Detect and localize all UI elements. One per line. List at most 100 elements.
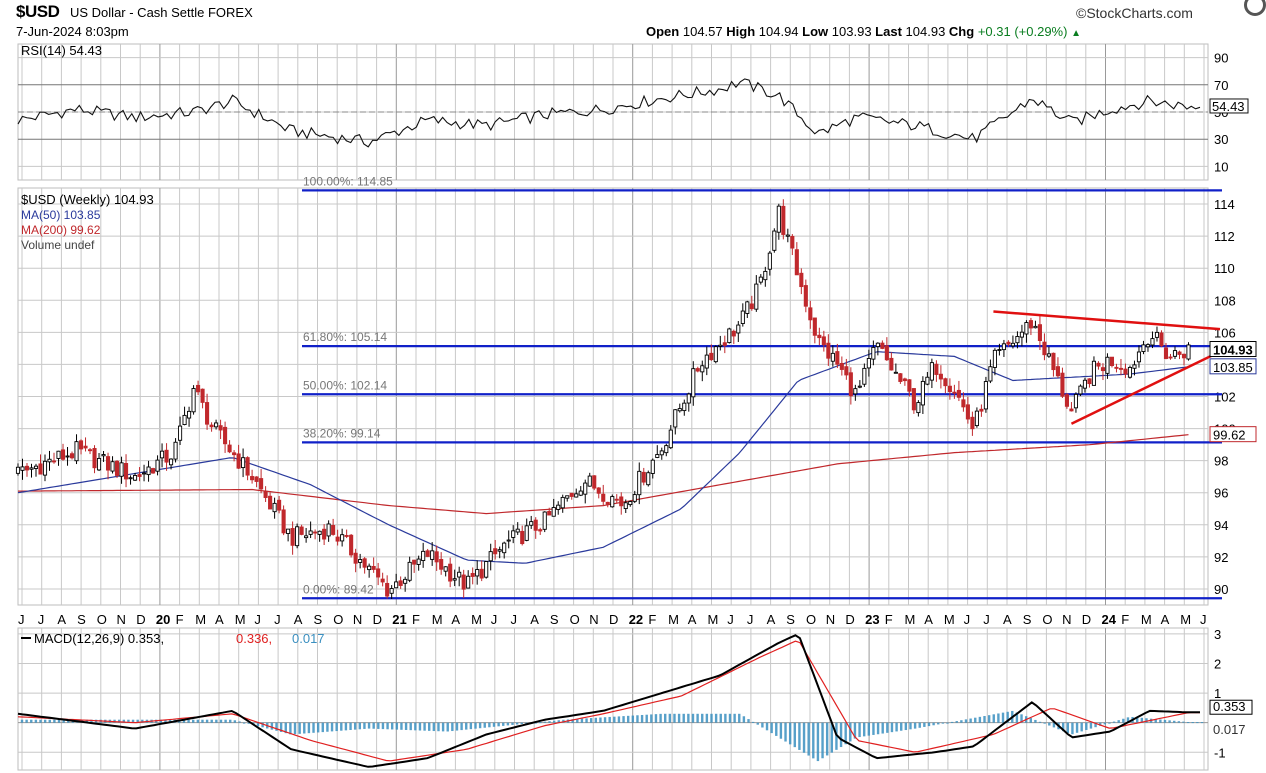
candle-body bbox=[232, 452, 237, 456]
histogram-bar bbox=[1154, 719, 1157, 723]
histogram-bar bbox=[858, 722, 861, 738]
candle-body bbox=[749, 303, 754, 310]
candle-body bbox=[974, 410, 979, 427]
x-tick-label: O bbox=[1042, 612, 1052, 627]
histogram-bar bbox=[964, 719, 968, 723]
histogram-bar bbox=[30, 719, 33, 723]
candle-body bbox=[146, 466, 151, 476]
price-tick-label: 94 bbox=[1214, 518, 1228, 533]
fib-label: 0.00%: 89.42 bbox=[303, 582, 374, 596]
candle-body bbox=[866, 358, 871, 369]
histogram-bar bbox=[1085, 722, 1088, 730]
candle-body bbox=[758, 276, 763, 283]
candle-body bbox=[826, 342, 831, 359]
candle-body bbox=[398, 580, 403, 586]
histogram-bar bbox=[90, 719, 93, 723]
histogram-bar bbox=[1108, 722, 1111, 724]
macd-legend-hist: 0.017 bbox=[292, 631, 325, 646]
candle-body bbox=[893, 371, 898, 374]
histogram-bar bbox=[775, 722, 778, 736]
candle-body bbox=[916, 402, 921, 414]
brand-label[interactable]: ©StockCharts.com bbox=[1076, 5, 1193, 21]
histogram-bar bbox=[932, 722, 935, 726]
candle-body bbox=[295, 526, 300, 547]
candle-body bbox=[691, 368, 696, 398]
candle-body bbox=[470, 572, 475, 577]
histogram-bar bbox=[363, 722, 366, 729]
candle-body bbox=[853, 388, 858, 395]
histogram-bar bbox=[229, 719, 232, 723]
candle-body bbox=[128, 477, 133, 480]
histogram-bar bbox=[395, 722, 399, 730]
histogram-bar bbox=[465, 722, 468, 730]
x-tick-label: A bbox=[294, 612, 303, 627]
candle-body bbox=[943, 378, 948, 387]
x-tick-label: A bbox=[688, 612, 697, 627]
histogram-bar bbox=[39, 719, 42, 723]
candle-body bbox=[263, 490, 268, 498]
histogram-bar bbox=[1168, 720, 1171, 723]
x-tick-label: 23 bbox=[865, 612, 879, 627]
histogram-bar bbox=[316, 722, 320, 733]
histogram-bar bbox=[608, 716, 611, 723]
macd-value-box bbox=[1209, 699, 1253, 715]
candle-body bbox=[461, 574, 466, 590]
histogram-bar bbox=[872, 722, 875, 735]
histogram-bar bbox=[881, 722, 884, 734]
candle-body bbox=[51, 460, 57, 463]
price-legend-ma50: MA(50) 103.85 bbox=[21, 208, 101, 222]
histogram-bar bbox=[798, 722, 801, 750]
histogram-bar bbox=[696, 713, 699, 723]
price-legend-main: $USD (Weekly) 104.93 bbox=[21, 192, 154, 207]
macd-tick-label: 3 bbox=[1214, 627, 1221, 642]
histogram-bar bbox=[418, 722, 422, 731]
candle-body bbox=[191, 388, 196, 413]
histogram-bar bbox=[576, 718, 579, 723]
histogram-bar bbox=[224, 719, 227, 723]
histogram-bar bbox=[909, 722, 912, 730]
candle-body bbox=[47, 458, 52, 463]
symbol: $USD bbox=[16, 2, 60, 21]
candle-body bbox=[767, 252, 772, 270]
candle-body bbox=[353, 552, 358, 564]
candle-body bbox=[1123, 368, 1128, 375]
open-value: 104.57 bbox=[682, 24, 723, 39]
histogram-bar bbox=[284, 722, 287, 734]
histogram-bar bbox=[812, 722, 815, 759]
candle-body bbox=[709, 352, 714, 361]
histogram-group bbox=[20, 710, 1204, 762]
candle-body bbox=[619, 496, 624, 507]
candle-body bbox=[668, 429, 673, 449]
histogram-bar bbox=[617, 716, 621, 723]
candle-body bbox=[677, 408, 682, 412]
candle-body bbox=[1159, 332, 1164, 347]
histogram-bar bbox=[733, 713, 736, 723]
candle-body bbox=[700, 365, 705, 373]
histogram-bar bbox=[506, 722, 510, 726]
candle-body bbox=[304, 535, 309, 539]
candle-body bbox=[704, 354, 709, 369]
candle-body bbox=[466, 575, 471, 589]
histogram-bar bbox=[247, 722, 250, 724]
candle-body bbox=[1055, 366, 1060, 377]
candle-body bbox=[69, 453, 75, 459]
histogram-bar bbox=[946, 722, 949, 724]
candle-body bbox=[538, 529, 543, 532]
candle-body bbox=[1060, 372, 1065, 397]
histogram-bar bbox=[1006, 711, 1009, 723]
histogram-bar bbox=[117, 719, 121, 723]
candle-body bbox=[227, 444, 232, 453]
candle-body bbox=[250, 476, 255, 481]
chg-value: +0.31 (+0.29%) bbox=[977, 24, 1068, 39]
histogram-bar bbox=[279, 722, 283, 732]
settings-icon[interactable] bbox=[1244, 0, 1266, 16]
candle-body bbox=[502, 542, 507, 554]
candle-body bbox=[1145, 344, 1151, 348]
candle-body bbox=[929, 362, 934, 381]
histogram-bar bbox=[673, 713, 676, 723]
x-tick-label: F bbox=[1121, 612, 1129, 627]
candle-body bbox=[880, 342, 885, 349]
candle-body bbox=[24, 465, 30, 471]
x-tick-label: M bbox=[195, 612, 206, 627]
candle-body bbox=[952, 391, 957, 394]
